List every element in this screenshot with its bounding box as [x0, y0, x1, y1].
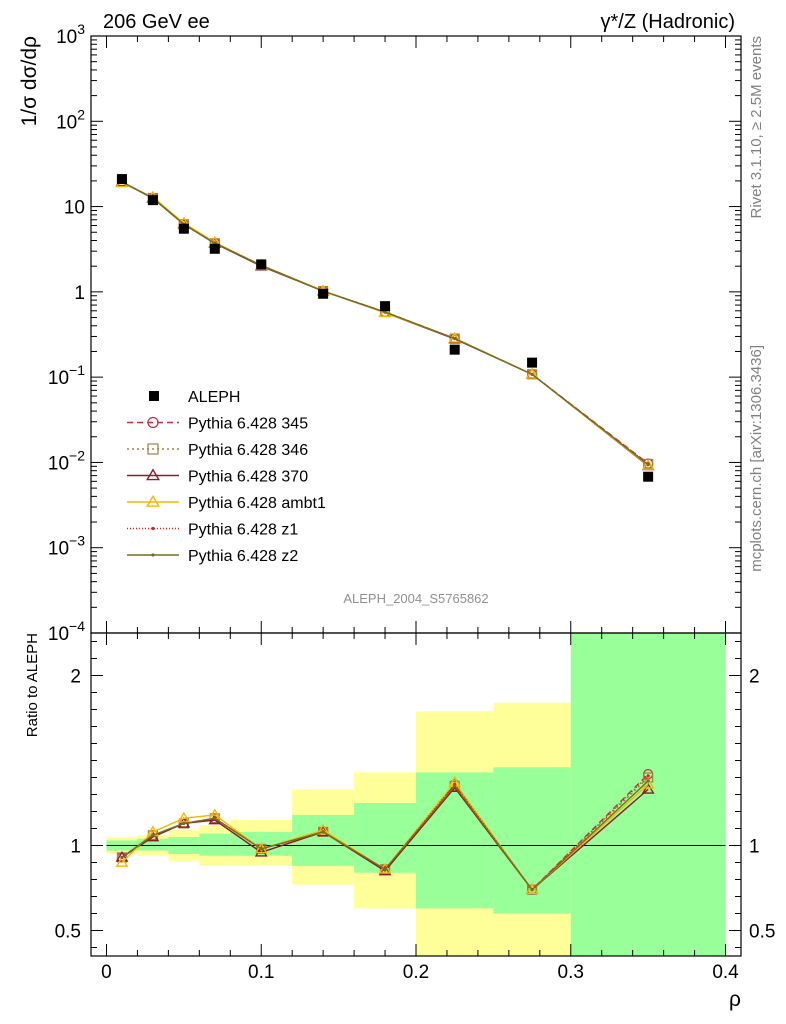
- ratio-y-axis-label: Ratio to ALEPH: [24, 633, 41, 737]
- legend-label-3: Pythia 6.428 370: [188, 469, 308, 486]
- main-y-axis-label: 1/σ dσ/dρ: [18, 36, 41, 126]
- legend-marker-6: [151, 553, 155, 557]
- ratio-series-2-point-6: [378, 864, 392, 876]
- ratio-series-4-point-9: [646, 774, 650, 778]
- legend: ALEPH Pythia 6.428 345 Pythia 6.428 346 Pyt…: [127, 389, 326, 565]
- ratio-y-tick-label-1: 1: [70, 837, 81, 858]
- green-band-3: [199, 833, 231, 856]
- ratio-y-tick-label-2: 2: [70, 667, 81, 688]
- legend-marker-4: [146, 494, 160, 507]
- ratio-series-5-point-2: [182, 821, 186, 826]
- ratio-series-5-point-0: [120, 855, 124, 860]
- ratio-series-3-point-0: [115, 855, 129, 867]
- ratio-series-5-point-7: [453, 784, 457, 788]
- rivet-version-label: Rivet 3.1.10, ≥ 2.5M events: [748, 36, 765, 219]
- main-frame: [90, 35, 742, 634]
- main-series-5-point-9: [646, 463, 650, 467]
- legend-label-1: Pythia 6.428 345: [188, 416, 308, 433]
- ratio-panel: [106, 633, 726, 956]
- legend-marker-0: [149, 391, 159, 401]
- main-panel: [115, 174, 655, 482]
- aleph-data-point-0: [116, 174, 127, 185]
- legend-label-4: Pythia 6.428 ambt1: [188, 495, 326, 512]
- ratio-series-line-5: [121, 780, 649, 891]
- main-y-tick-label-4: 1: [74, 283, 85, 304]
- legend-marker-3: [146, 468, 160, 481]
- green-band-1: [137, 838, 169, 851]
- green-band-8: [493, 767, 571, 914]
- aleph-data-point-1: [147, 195, 158, 206]
- ratio-series-5-point-6: [383, 867, 387, 871]
- main-series-3-point-6: [378, 306, 392, 318]
- ratio-series-line-3: [121, 781, 649, 891]
- green-band-6: [354, 803, 416, 873]
- ratio-series-2-point-9: [641, 782, 655, 794]
- legend-marker-5: [151, 526, 155, 531]
- x-tick-label-4: 0.4: [712, 962, 739, 983]
- green-band-9: [570, 633, 726, 956]
- main-series-5-point-8: [530, 372, 534, 376]
- header-right-label: γ*/Z (Hadronic): [601, 11, 735, 33]
- main-y-tick-label-3: 10−1: [48, 362, 85, 389]
- legend-label-0: ALEPH: [188, 389, 240, 406]
- aleph-data-point-7: [449, 344, 460, 355]
- ratio-series-5-point-3: [213, 816, 217, 820]
- ratio-series-2-point-0: [115, 850, 129, 862]
- green-band-5: [292, 814, 355, 866]
- legend-marker-1: [147, 416, 159, 429]
- ratio-y-tick-label-right-2: 2: [749, 667, 760, 688]
- legend-label-5: Pythia 6.428 z1: [188, 522, 298, 539]
- ratio-y-tick-label-0: 0.5: [55, 922, 81, 943]
- main-series-line-5: [121, 181, 649, 466]
- header-left-label: 206 GeV ee: [103, 11, 210, 33]
- legend-label-6: Pythia 6.428 z2: [188, 548, 298, 565]
- ratio-series-3-point-5: [316, 823, 330, 835]
- ratio-y-tick-label-right-1: 1: [749, 837, 760, 858]
- main-series-5-point-7: [453, 336, 457, 341]
- aleph-data-point-8: [527, 357, 538, 368]
- legend-marker-2: [147, 443, 159, 455]
- ratio-series-5-point-4: [259, 847, 263, 851]
- ratio-series-3-point-8: [525, 883, 539, 895]
- aleph-data-point-6: [380, 301, 391, 312]
- aleph-data-point-2: [178, 223, 189, 234]
- x-tick-label-1: 0.1: [248, 962, 274, 983]
- ratio-series-5-point-1: [151, 833, 155, 837]
- x-tick-label-3: 0.3: [558, 962, 584, 983]
- ratio-series-5-point-9: [646, 779, 650, 783]
- main-y-tick-label-7: 103: [56, 21, 85, 48]
- x-tick-label-2: 0.2: [403, 962, 429, 983]
- main-y-tick-label-1: 10−3: [48, 533, 85, 560]
- analysis-watermark: ALEPH_2004_S5765862: [343, 591, 488, 606]
- ratio-series-2-point-1: [146, 830, 160, 842]
- aleph-data-point-5: [318, 288, 329, 299]
- green-band-7: [416, 772, 494, 909]
- main-y-tick-label-6: 102: [56, 106, 85, 133]
- mcplots-label: mcplots.cern.ch [arXiv:1306.3436]: [748, 345, 765, 572]
- ratio-y-tick-label-right-0: 0.5: [749, 922, 775, 943]
- main-y-tick-label-2: 10−2: [48, 447, 85, 474]
- x-tick-label-0: 0: [101, 962, 112, 983]
- ratio-series-5-point-5: [321, 830, 325, 834]
- aleph-data-point-4: [256, 259, 267, 270]
- legend-label-2: Pythia 6.428 346: [188, 442, 308, 459]
- ratio-series-5-point-8: [530, 888, 534, 892]
- x-axis-label: ρ: [729, 988, 741, 1011]
- main-y-tick-label-5: 10: [64, 198, 85, 219]
- main-series-3-point-9: [641, 458, 655, 470]
- aleph-data-point-3: [209, 243, 220, 254]
- main-series-5-point-6: [383, 310, 387, 314]
- ratio-series-2-point-4: [254, 845, 268, 857]
- main-y-tick-label-0: 10−4: [48, 618, 85, 645]
- aleph-data-point-9: [643, 471, 654, 482]
